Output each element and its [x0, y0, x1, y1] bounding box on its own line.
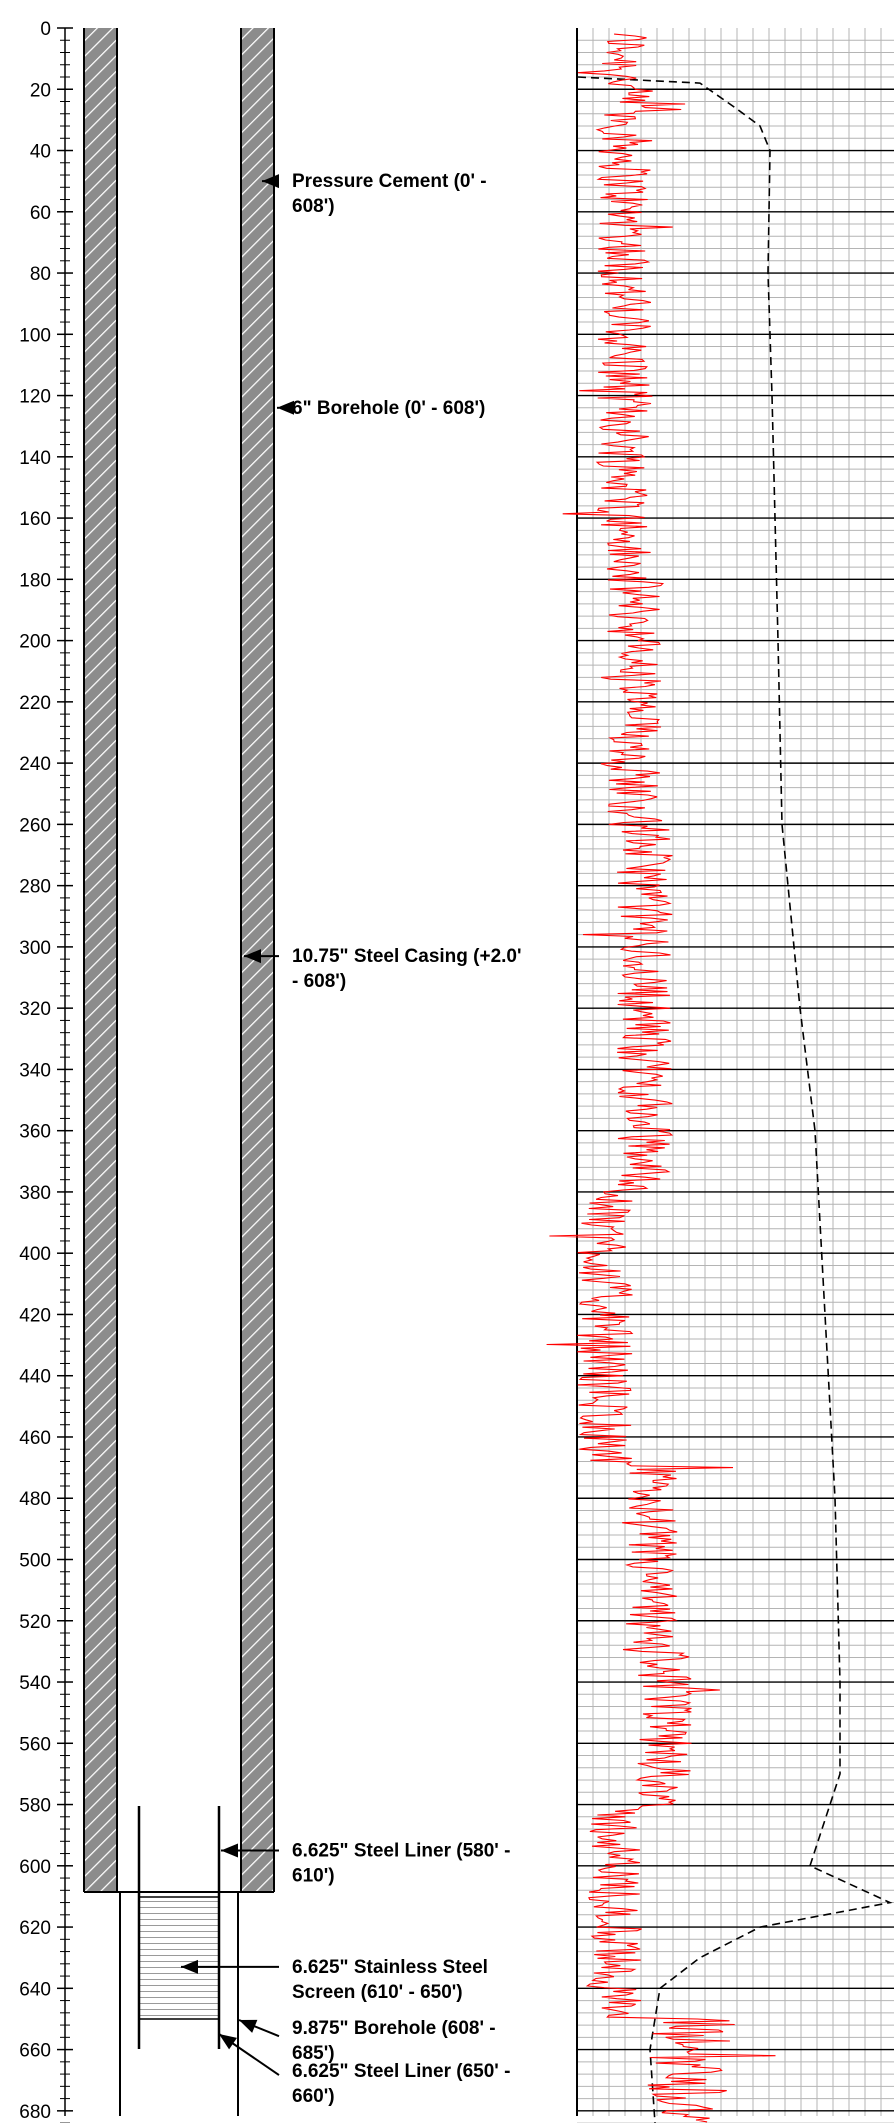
depth-tick-label: 160 — [19, 509, 51, 530]
depth-tick-label: 120 — [19, 387, 51, 408]
depth-tick-label: 180 — [19, 570, 51, 591]
depth-tick-label: 680 — [19, 2102, 51, 2123]
geophysical-log-track — [546, 28, 894, 2123]
steel-casing-label: - 608') — [292, 971, 346, 992]
callout-arrowhead — [221, 1843, 238, 1858]
callout-arrowhead — [239, 2019, 258, 2033]
depth-tick-label: 480 — [19, 1489, 51, 1510]
callouts: Pressure Cement (0' - 608') 6" Borehole (0… — [181, 171, 522, 2107]
depth-axis: 0 20 40 60 80 100 120 140 160 180 200 220 240 260 280 3… — [19, 19, 73, 2123]
depth-tick-label: 560 — [19, 1734, 51, 1755]
depth-tick-label: 220 — [19, 693, 51, 714]
black-dashed-log-trace — [577, 76, 893, 2123]
borehole-9875-label: 685') — [292, 2043, 335, 2064]
depth-tick-label: 200 — [19, 632, 51, 653]
depth-tick-label: 100 — [19, 325, 51, 346]
depth-tick-label: 620 — [19, 1918, 51, 1939]
pressure-cement-label: 608') — [292, 196, 335, 217]
callout-arrowhead — [244, 949, 261, 964]
callout-arrowhead — [262, 174, 279, 189]
depth-tick-label: 660 — [19, 2041, 51, 2062]
depth-tick-label: 300 — [19, 938, 51, 959]
stainless-screen-label: Screen (610' - 650') — [292, 1982, 463, 2003]
steel-liner-upper-label: 610') — [292, 1865, 335, 1886]
depth-tick-label: 500 — [19, 1551, 51, 1572]
depth-tick-label: 600 — [19, 1857, 51, 1878]
depth-tick-label: 260 — [19, 815, 51, 836]
depth-tick-label: 340 — [19, 1060, 51, 1081]
depth-tick-label: 80 — [30, 264, 51, 285]
steel-liner-lower-label: 660') — [292, 2086, 335, 2107]
steel-casing-label: 10.75" Steel Casing (+2.0' — [292, 946, 522, 967]
borehole-6-label: 6" Borehole (0' - 608') — [292, 398, 485, 419]
depth-tick-label: 280 — [19, 877, 51, 898]
depth-tick-label: 20 — [30, 80, 51, 101]
depth-axis-ticks — [57, 27, 73, 2123]
depth-tick-label: 240 — [19, 754, 51, 775]
borehole-9875-label: 9.875" Borehole (608' - — [292, 2018, 496, 2039]
log-grid — [577, 28, 894, 2123]
depth-tick-label: 540 — [19, 1673, 51, 1694]
stainless-screen — [139, 1897, 219, 2019]
depth-axis-labels: 0 20 40 60 80 100 120 140 160 180 200 220 240 260 280 3… — [19, 19, 51, 2123]
depth-tick-label: 400 — [19, 1244, 51, 1265]
callout-arrowhead — [277, 400, 294, 415]
depth-tick-label: 420 — [19, 1305, 51, 1326]
depth-tick-label: 40 — [30, 142, 51, 163]
callout-arrowhead — [219, 2034, 237, 2050]
depth-tick-label: 360 — [19, 1122, 51, 1143]
depth-tick-label: 440 — [19, 1367, 51, 1388]
pressure-cement-label: Pressure Cement (0' - — [292, 171, 487, 192]
cement-annulus-left — [84, 28, 117, 1892]
depth-tick-label: 320 — [19, 999, 51, 1020]
red-log-trace — [546, 33, 776, 2123]
depth-tick-label: 60 — [30, 203, 51, 224]
depth-tick-label: 140 — [19, 448, 51, 469]
steel-liner-upper-label: 6.625" Steel Liner (580' - — [292, 1840, 510, 1861]
depth-tick-label: 0 — [40, 19, 51, 40]
depth-tick-label: 580 — [19, 1796, 51, 1817]
steel-liner-lower-label: 6.625" Steel Liner (650' - — [292, 2061, 510, 2082]
depth-tick-label: 640 — [19, 1979, 51, 2000]
depth-tick-label: 380 — [19, 1183, 51, 1204]
well-schematic — [83, 28, 275, 2116]
depth-tick-label: 520 — [19, 1612, 51, 1633]
depth-tick-label: 460 — [19, 1428, 51, 1449]
callout-arrowhead — [181, 1959, 198, 1974]
stainless-screen-label: 6.625" Stainless Steel — [292, 1957, 488, 1978]
